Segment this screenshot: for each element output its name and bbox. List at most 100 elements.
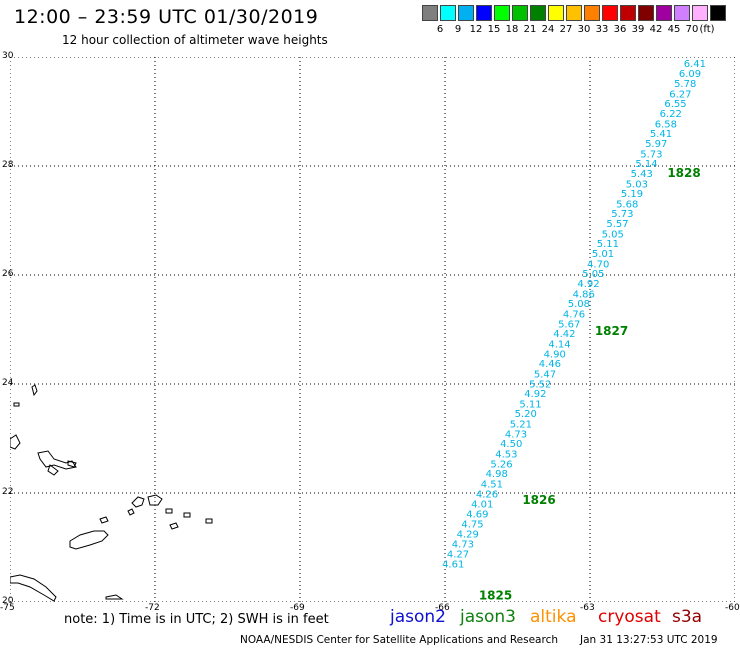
- wave-height-label: 4.27: [447, 549, 469, 560]
- coastline: [31, 384, 38, 397]
- wave-height-label: 4.69: [466, 510, 488, 521]
- wave-height-label: 6.09: [679, 69, 701, 80]
- mission-legend-item: altika: [530, 607, 577, 627]
- mission-legend-item: s3a: [672, 607, 703, 627]
- scale-swatch: [584, 5, 600, 21]
- wave-height-label: 5.01: [592, 249, 614, 260]
- generated-timestamp: Jan 31 13:27:53 UTC 2019: [580, 634, 718, 646]
- coastline: [99, 516, 109, 524]
- scale-swatch: [656, 5, 672, 21]
- coastline: [10, 434, 21, 450]
- scale-label: 30: [577, 24, 591, 35]
- wave-height-label: 5.43: [631, 169, 653, 180]
- wave-height-label: 5.78: [674, 79, 696, 90]
- coastline: [131, 496, 145, 508]
- longitude-label: -69: [290, 603, 305, 613]
- latitude-label: 24: [2, 378, 14, 388]
- credit-line: NOAA/NESDIS Center for Satellite Applica…: [240, 634, 558, 646]
- scale-swatch: [566, 5, 582, 21]
- wave-height-label: 5.26: [490, 459, 512, 470]
- scale-swatch: [620, 5, 636, 21]
- scale-swatch: [674, 5, 690, 21]
- wave-height-label: 4.42: [553, 329, 575, 340]
- scale-swatch: [458, 5, 474, 21]
- wave-height-label: 5.11: [597, 239, 619, 250]
- scale-label: 6: [436, 24, 444, 35]
- latitude-label: 30: [2, 51, 14, 61]
- wave-height-label: 4.75: [461, 519, 483, 530]
- scale-swatch: [710, 5, 726, 21]
- pass-time-label: 1825: [479, 588, 512, 602]
- wave-height-label: 4.50: [500, 439, 522, 450]
- scale-label: 18: [505, 24, 519, 35]
- scale-label: 24: [541, 24, 555, 35]
- coastline: [105, 594, 124, 600]
- wave-height-label: 5.05: [602, 229, 624, 240]
- scale-label: 27: [559, 24, 573, 35]
- wave-height-label: 4.73: [505, 429, 527, 440]
- wave-height-label: 4.46: [539, 359, 561, 370]
- footnote: note: 1) Time is in UTC; 2) SWH is in fe…: [64, 612, 329, 627]
- mission-legend-item: jason2: [390, 607, 446, 627]
- map-area: 6.466.416.095.786.276.556.226.585.415.97…: [0, 51, 740, 613]
- wave-height-label: 5.57: [606, 219, 628, 230]
- wave-height-label: 4.98: [486, 469, 508, 480]
- coastline: [67, 460, 77, 468]
- wave-height-label: 4.26: [476, 489, 498, 500]
- mission-legend-item: cryosat: [598, 607, 661, 627]
- coastline: [13, 402, 20, 407]
- wave-height-label: 4.61: [442, 560, 464, 571]
- latitude-label: 22: [2, 487, 14, 497]
- scale-label: 12: [469, 24, 483, 35]
- wave-height-label: 4.53: [495, 450, 517, 461]
- wave-height-label: 4.70: [587, 259, 609, 270]
- scale-label: 45: [667, 24, 681, 35]
- coastline: [37, 450, 77, 470]
- wave-height-label: 4.76: [563, 310, 585, 321]
- scale-label: 15: [487, 24, 501, 35]
- map-title: 12:00 – 23:59 UTC 01/30/2019: [14, 6, 319, 28]
- scale-swatch: [494, 5, 510, 21]
- coastline: [69, 530, 109, 550]
- longitude-label: -66: [435, 603, 450, 613]
- scale-label: 21: [523, 24, 537, 35]
- wave-height-label: 4.29: [457, 530, 479, 541]
- scale-swatch: [512, 5, 528, 21]
- coastline: [127, 508, 135, 516]
- wave-height-label: 5.14: [635, 159, 657, 170]
- wave-height-label: 6.46: [689, 57, 711, 60]
- wave-height-label: 6.41: [684, 59, 706, 70]
- scale-unit-label: (ft): [699, 24, 715, 35]
- longitude-label: -60: [725, 603, 740, 613]
- wave-height-label: 4.92: [577, 279, 599, 290]
- wave-height-label: 4.90: [544, 349, 566, 360]
- latitude-label: 26: [2, 269, 14, 279]
- wave-height-label: 6.27: [669, 89, 691, 100]
- wave-height-label: 5.73: [611, 209, 633, 220]
- wave-height-label: 5.41: [650, 129, 672, 140]
- latitude-label: 20: [2, 596, 14, 606]
- scale-label: 9: [454, 24, 462, 35]
- scale-swatch: [440, 5, 456, 21]
- coastline: [147, 494, 163, 506]
- scale-label: 70: [685, 24, 699, 35]
- scale-swatch: [638, 5, 654, 21]
- wave-height-label: 5.08: [568, 299, 590, 310]
- coastline: [169, 522, 179, 530]
- wave-height-label: 5.20: [515, 409, 537, 420]
- wave-height-label: 4.73: [452, 540, 474, 551]
- coastline: [205, 518, 213, 524]
- wave-height-label: 4.86: [573, 289, 595, 300]
- wave-height-label: 4.51: [481, 480, 503, 491]
- scale-label: 33: [595, 24, 609, 35]
- scale-label: 42: [649, 24, 663, 35]
- wave-height-label: 6.58: [655, 119, 677, 130]
- longitude-label: -72: [145, 603, 160, 613]
- scale-swatch: [692, 5, 708, 21]
- coastline: [183, 512, 191, 518]
- wave-height-label: 5.73: [640, 149, 662, 160]
- scale-label: 39: [631, 24, 645, 35]
- wave-height-label: 5.47: [534, 369, 556, 380]
- wave-height-label: 6.22: [660, 109, 682, 120]
- map-canvas: 6.466.416.095.786.276.556.226.585.415.97…: [10, 57, 735, 602]
